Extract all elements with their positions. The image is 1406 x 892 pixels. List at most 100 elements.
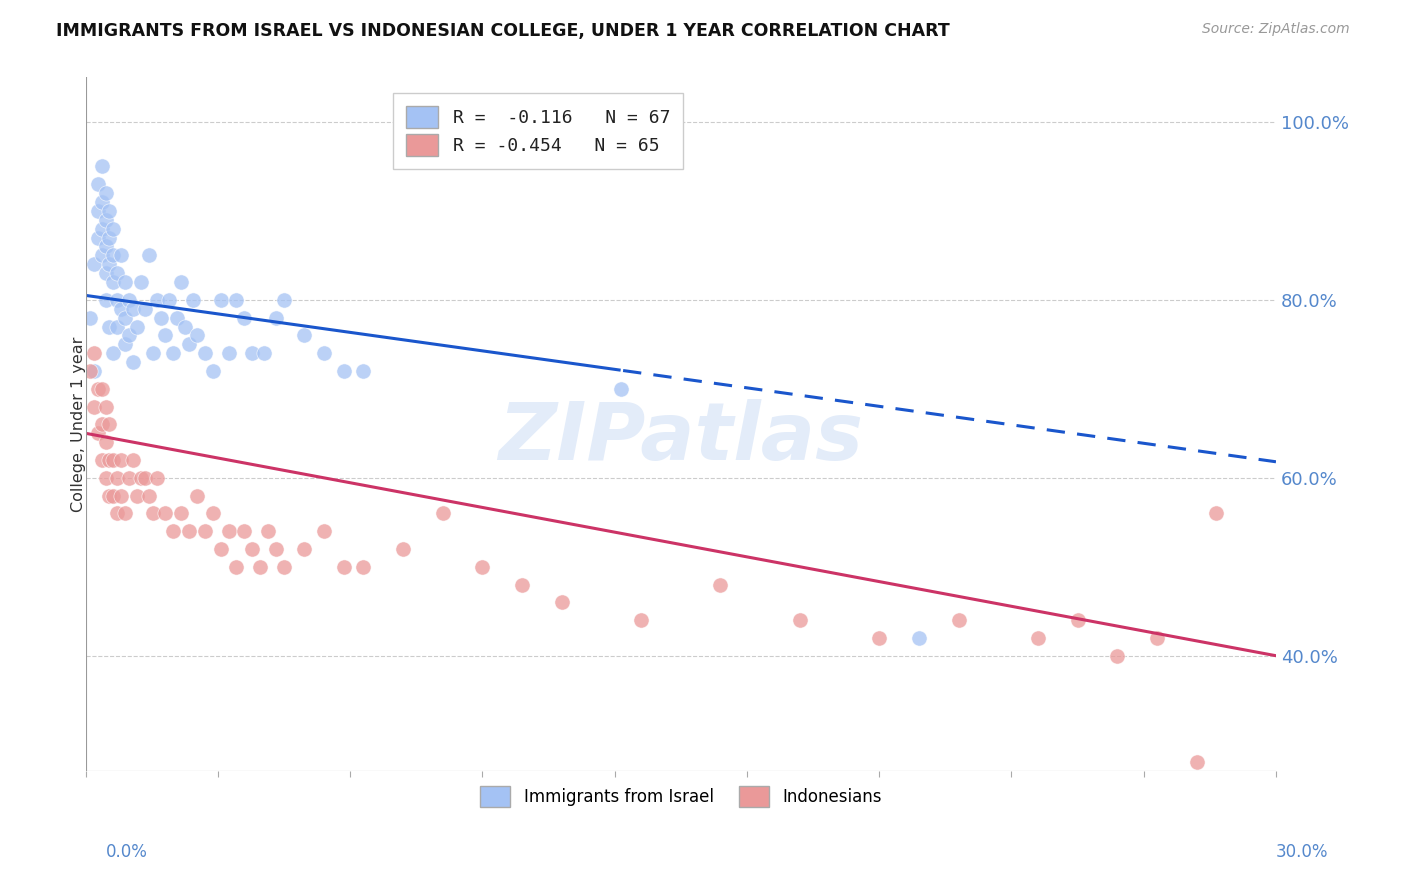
- Point: [273, 559, 295, 574]
- Point: [134, 471, 156, 485]
- Point: [170, 507, 193, 521]
- Point: [240, 541, 263, 556]
- Point: [352, 364, 374, 378]
- Point: [98, 257, 121, 271]
- Point: [98, 230, 121, 244]
- Point: [110, 453, 132, 467]
- Point: [162, 524, 184, 538]
- Point: [1066, 613, 1088, 627]
- Point: [114, 337, 136, 351]
- Point: [110, 248, 132, 262]
- Point: [103, 248, 125, 262]
- Point: [94, 186, 117, 200]
- Point: [103, 275, 125, 289]
- Point: [107, 471, 129, 485]
- Point: [225, 559, 247, 574]
- Point: [79, 364, 101, 378]
- Point: [332, 559, 354, 574]
- Point: [218, 524, 240, 538]
- Point: [166, 310, 188, 325]
- Text: ZIPatlas: ZIPatlas: [498, 400, 863, 477]
- Point: [908, 631, 931, 645]
- Point: [129, 471, 152, 485]
- Point: [352, 559, 374, 574]
- Point: [153, 328, 176, 343]
- Point: [94, 266, 117, 280]
- Point: [90, 194, 112, 209]
- Point: [170, 275, 193, 289]
- Point: [194, 524, 217, 538]
- Point: [312, 346, 335, 360]
- Text: 0.0%: 0.0%: [105, 843, 148, 861]
- Point: [86, 203, 108, 218]
- Point: [146, 293, 169, 307]
- Point: [868, 631, 890, 645]
- Point: [90, 221, 112, 235]
- Point: [114, 275, 136, 289]
- Point: [90, 417, 112, 432]
- Point: [90, 382, 112, 396]
- Point: [233, 524, 256, 538]
- Point: [83, 364, 105, 378]
- Point: [186, 489, 208, 503]
- Point: [90, 453, 112, 467]
- Point: [510, 577, 533, 591]
- Point: [177, 337, 200, 351]
- Point: [173, 319, 195, 334]
- Point: [186, 328, 208, 343]
- Point: [122, 453, 145, 467]
- Point: [709, 577, 731, 591]
- Point: [551, 595, 574, 609]
- Point: [432, 507, 454, 521]
- Point: [249, 559, 271, 574]
- Point: [98, 319, 121, 334]
- Point: [98, 489, 121, 503]
- Point: [107, 319, 129, 334]
- Text: Source: ZipAtlas.com: Source: ZipAtlas.com: [1202, 22, 1350, 37]
- Point: [114, 507, 136, 521]
- Point: [94, 293, 117, 307]
- Point: [122, 355, 145, 369]
- Point: [194, 346, 217, 360]
- Point: [264, 541, 287, 556]
- Point: [86, 230, 108, 244]
- Text: 30.0%: 30.0%: [1277, 843, 1329, 861]
- Point: [86, 178, 108, 192]
- Text: IMMIGRANTS FROM ISRAEL VS INDONESIAN COLLEGE, UNDER 1 YEAR CORRELATION CHART: IMMIGRANTS FROM ISRAEL VS INDONESIAN COL…: [56, 22, 950, 40]
- Point: [138, 489, 160, 503]
- Point: [129, 275, 152, 289]
- Point: [142, 507, 165, 521]
- Point: [157, 293, 180, 307]
- Point: [98, 417, 121, 432]
- Point: [118, 328, 141, 343]
- Point: [98, 203, 121, 218]
- Point: [789, 613, 811, 627]
- Point: [201, 507, 224, 521]
- Point: [103, 489, 125, 503]
- Point: [257, 524, 280, 538]
- Point: [127, 319, 149, 334]
- Point: [94, 435, 117, 450]
- Point: [98, 453, 121, 467]
- Point: [153, 507, 176, 521]
- Point: [94, 471, 117, 485]
- Point: [201, 364, 224, 378]
- Point: [83, 400, 105, 414]
- Point: [114, 310, 136, 325]
- Point: [948, 613, 970, 627]
- Point: [107, 293, 129, 307]
- Point: [94, 239, 117, 253]
- Point: [86, 382, 108, 396]
- Point: [134, 301, 156, 316]
- Legend: Immigrants from Israel, Indonesians: Immigrants from Israel, Indonesians: [472, 778, 890, 815]
- Point: [1107, 648, 1129, 663]
- Point: [142, 346, 165, 360]
- Point: [209, 541, 232, 556]
- Point: [292, 328, 315, 343]
- Point: [83, 257, 105, 271]
- Point: [1146, 631, 1168, 645]
- Point: [264, 310, 287, 325]
- Y-axis label: College, Under 1 year: College, Under 1 year: [72, 336, 86, 512]
- Point: [90, 248, 112, 262]
- Point: [1026, 631, 1049, 645]
